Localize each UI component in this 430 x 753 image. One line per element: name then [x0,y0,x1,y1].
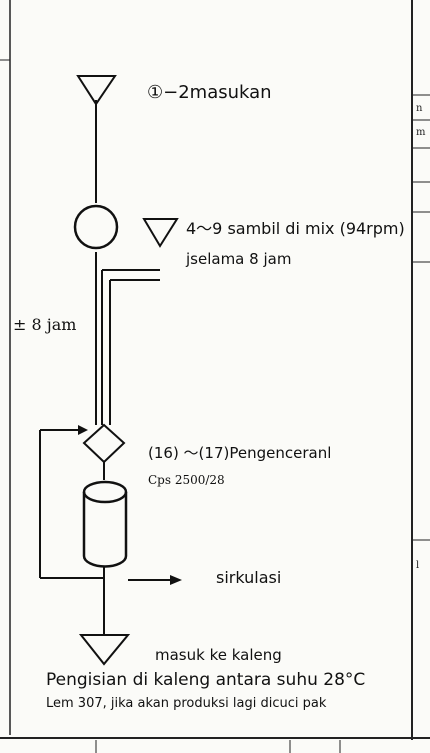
step-mix-label: 4〜9 sambil di mix (94rpm) [186,219,405,238]
storage-tank-top [82,480,128,504]
side-letter-l: l [416,560,420,571]
step-dilution-label: (16) 〜(17)Pengenceranl [148,444,332,462]
filling-note: Pengisian di kaleng antara suhu 28°C [46,670,366,690]
side-letter-n: n [416,103,423,114]
step-mix-duration-label: jselama 8 jam [186,250,292,268]
side-letter-m: m [416,127,426,138]
intake-triangle-icon [76,75,117,106]
dilution-diamond-icon [82,423,126,464]
step-intake-label: ①−2masukan [147,82,272,103]
cleaning-note: Lem 307, jika akan produksi lagi dicuci … [46,696,327,711]
storage-tank-body [82,492,128,568]
circulation-arrow-icon [170,575,182,585]
duration-side-label: ± 8 jam [13,315,77,334]
step-can-label: masuk ke kaleng [155,646,282,664]
viscosity-label: Cps 2500/28 [148,473,225,487]
can-triangle-icon [78,634,131,666]
mix-triangle-icon [142,218,179,248]
mixer-circle-icon [73,204,119,250]
circulation-return-arrow-icon [78,425,88,435]
circulation-label: sirkulasi [216,568,282,587]
